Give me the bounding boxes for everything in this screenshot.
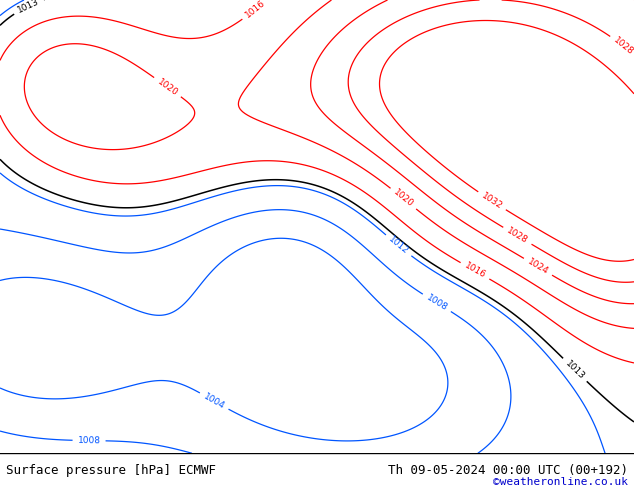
Text: Surface pressure [hPa] ECMWF: Surface pressure [hPa] ECMWF xyxy=(6,464,216,477)
Text: 1032: 1032 xyxy=(480,191,504,211)
Text: 1016: 1016 xyxy=(243,0,267,20)
Text: 1008: 1008 xyxy=(77,436,101,445)
Text: 1028: 1028 xyxy=(505,226,529,245)
Text: 1020: 1020 xyxy=(392,188,415,209)
Text: ©weatheronline.co.uk: ©weatheronline.co.uk xyxy=(493,477,628,487)
Text: 1016: 1016 xyxy=(463,261,487,280)
Text: 1013: 1013 xyxy=(564,359,586,381)
Text: 1012: 1012 xyxy=(387,235,410,256)
Text: 1020: 1020 xyxy=(155,77,179,98)
Text: 1004: 1004 xyxy=(202,392,226,411)
Text: 1024: 1024 xyxy=(526,257,550,276)
Text: 1008: 1008 xyxy=(425,293,449,313)
Text: Th 09-05-2024 00:00 UTC (00+192): Th 09-05-2024 00:00 UTC (00+192) xyxy=(387,464,628,477)
Text: 1028: 1028 xyxy=(612,36,634,57)
Text: 1013: 1013 xyxy=(16,0,41,15)
